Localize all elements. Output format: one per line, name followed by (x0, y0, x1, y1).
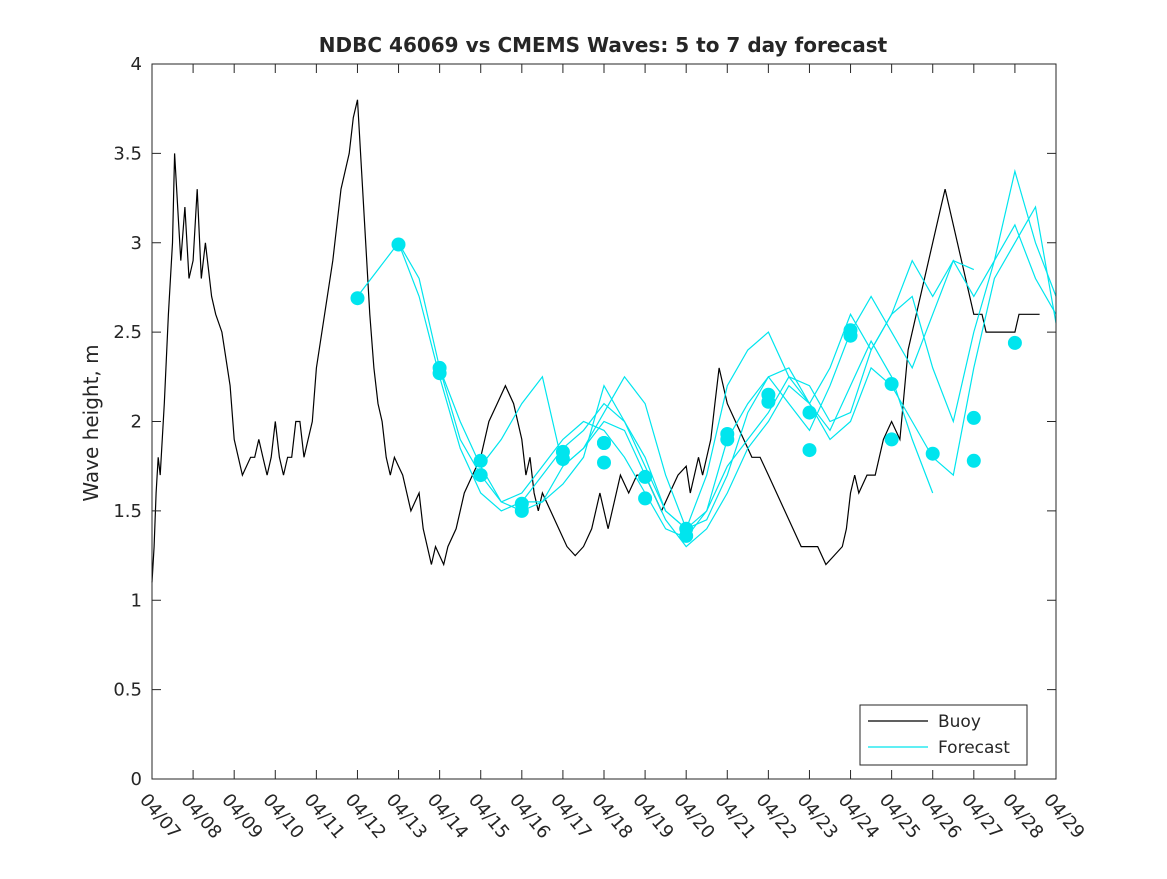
series-forecast-line-5 (521, 259, 975, 530)
series-buoy-line (151, 99, 1040, 583)
y-tick-label: 3 (131, 233, 142, 254)
legend-label-forecast: Forecast (938, 738, 1010, 758)
y-tick-label: 0.5 (113, 680, 142, 701)
forecast-marker-point (432, 366, 447, 381)
forecast-marker-point (884, 432, 899, 447)
forecast-marker-point (843, 328, 858, 343)
y-tick-label: 2.5 (113, 322, 142, 343)
forecast-marker-point (802, 443, 817, 458)
forecast-marker-point (555, 452, 570, 466)
forecast-marker-point (679, 528, 694, 543)
forecast-marker-point (638, 491, 653, 506)
forecast-marker-point (884, 377, 899, 391)
forecast-marker-point (391, 237, 406, 252)
y-tick-label: 1 (131, 590, 142, 611)
series-forecast-line-1 (357, 205, 1057, 548)
y-tick-label: 0 (131, 769, 142, 790)
chart-title: NDBC 46069 vs CMEMS Waves: 5 to 7 day fo… (319, 33, 888, 57)
forecast-marker-point (720, 432, 735, 447)
forecast-marker-point (638, 469, 653, 484)
series-forecast-line-2 (397, 223, 1057, 530)
y-tick-label: 4 (131, 54, 142, 75)
series-forecast-line-4 (480, 339, 934, 530)
forecast-marker-point (761, 394, 776, 409)
forecast-marker-point (473, 453, 488, 468)
forecast-marker-point (1007, 335, 1022, 350)
forecast-marker-point (966, 410, 981, 425)
forecast-marker-point (514, 503, 529, 518)
y-tick-label: 1.5 (113, 501, 142, 522)
forecast-marker-point (350, 291, 365, 306)
forecast-marker-point (597, 455, 611, 470)
forecast-marker-point (473, 468, 488, 483)
y-axis-label: Wave height, m (79, 344, 103, 501)
legend-label-buoy: Buoy (938, 712, 981, 732)
forecast-marker-point (966, 453, 981, 468)
legend-box (859, 704, 1028, 766)
forecast-marker-point (597, 436, 611, 450)
legend: Buoy Forecast (859, 704, 1028, 766)
forecast-marker-point (925, 446, 940, 461)
y-tick-label: 3.5 (113, 143, 142, 164)
forecast-marker-point (802, 405, 817, 420)
y-tick-label: 2 (131, 412, 142, 433)
